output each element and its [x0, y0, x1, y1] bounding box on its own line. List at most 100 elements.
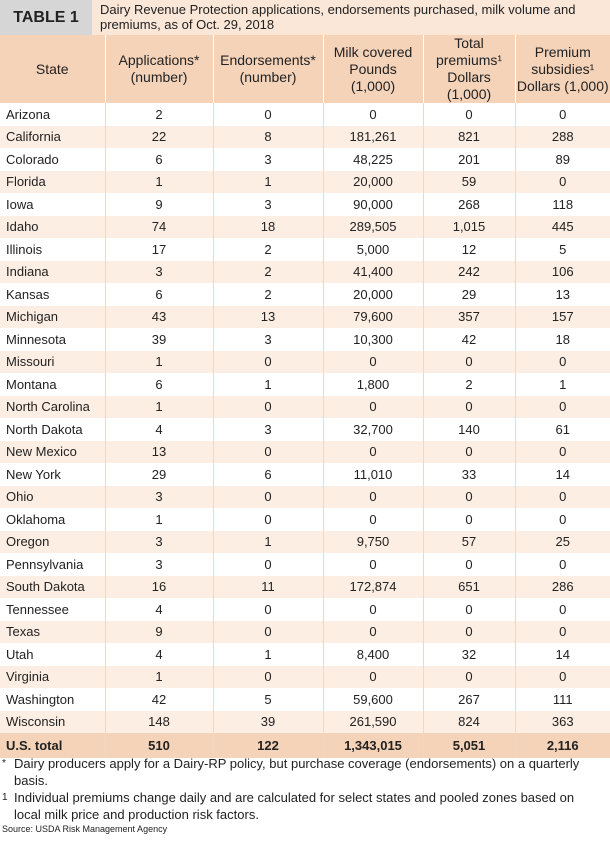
- cell: 1: [104, 395, 213, 418]
- header-line: Endorsements*: [220, 52, 316, 68]
- header-line: Applications*: [118, 52, 200, 68]
- cell: 0: [514, 440, 610, 463]
- state-cell: South Dakota: [0, 575, 105, 598]
- cell: 89: [514, 148, 610, 171]
- cell: 3: [104, 530, 213, 553]
- state-cell: Michigan: [0, 305, 105, 328]
- cell: 181,261: [322, 125, 423, 148]
- cell: 2: [104, 103, 213, 126]
- cell: 2: [212, 260, 323, 283]
- cell: 0: [514, 553, 610, 576]
- state-cell: Missouri: [0, 350, 105, 373]
- header-line: Premium: [534, 43, 591, 60]
- header-line: (number): [130, 69, 188, 85]
- cell: 20,000: [322, 170, 423, 193]
- table-row: Utah 4 1 8,400 32 14: [0, 643, 610, 666]
- cell: 1: [104, 350, 213, 373]
- column-header: Total premiums¹ Dollars (1,000): [422, 35, 515, 103]
- state-cell: Kansas: [6, 286, 50, 302]
- cell: 0: [422, 598, 515, 621]
- cell: 33: [422, 463, 515, 486]
- cell: 25: [514, 530, 610, 553]
- cell: 59: [422, 170, 515, 193]
- state-cell: Arizona: [6, 106, 51, 122]
- state-cell: Tennessee: [6, 601, 69, 617]
- state-cell: North Carolina: [0, 395, 105, 418]
- cell: 17: [104, 238, 213, 261]
- table-row: Tennessee 4 0 0 0 0: [0, 598, 610, 621]
- state-cell: New Mexico: [0, 440, 105, 463]
- cell: 10,300: [322, 328, 423, 351]
- cell: 20,000: [322, 283, 423, 306]
- cell: 9: [104, 620, 213, 643]
- state-cell: Washington: [6, 691, 75, 707]
- total-cell: 5,051: [422, 733, 515, 758]
- column-header: Premium subsidies¹ Dollars (1,000): [514, 35, 610, 103]
- cell: 39: [104, 328, 213, 351]
- cell: 267: [422, 688, 515, 711]
- header-line: Milk covered: [333, 43, 413, 60]
- header-line: Total: [454, 35, 484, 51]
- cell: 140: [422, 418, 515, 441]
- cell: 201: [422, 148, 515, 171]
- footnote: * Dairy producers apply for a Dairy-RP po…: [0, 755, 600, 789]
- cell: 42: [104, 688, 213, 711]
- state-cell: Pennsylvania: [6, 556, 84, 572]
- cell: 824: [422, 710, 515, 733]
- cell: 1,800: [322, 373, 423, 396]
- cell: 43: [104, 305, 213, 328]
- cell: 6: [104, 283, 213, 306]
- cell: 11,010: [322, 463, 423, 486]
- table-row: Virginia 1 0 0 0 0: [0, 665, 610, 688]
- cell: 0: [514, 350, 610, 373]
- cell: 13: [212, 305, 323, 328]
- state-cell: Colorado: [6, 151, 59, 167]
- cell: 90,000: [322, 193, 423, 216]
- cell: 3: [104, 553, 213, 576]
- cell: 0: [514, 170, 610, 193]
- total-label: U.S. total: [0, 733, 105, 758]
- cell: 29: [104, 463, 213, 486]
- cell: 57: [422, 530, 515, 553]
- cell: 0: [422, 553, 515, 576]
- state-cell: Oregon: [0, 530, 105, 553]
- cell: 106: [514, 260, 610, 283]
- state-cell: Oklahoma: [6, 511, 66, 527]
- table-row: Missouri 1 0 0 0 0: [0, 350, 610, 373]
- footnote: 1 Individual premiums change daily and ar…: [0, 789, 600, 823]
- data-table: State Applications* (number) Endorsements*(…: [0, 35, 610, 758]
- cell: 0: [322, 485, 423, 508]
- column-header: Milk covered Pounds (1,000): [322, 35, 423, 103]
- cell: 0: [514, 395, 610, 418]
- table-row: New Mexico 13 0 0 0 0: [0, 440, 610, 463]
- cell: 0: [212, 620, 323, 643]
- cell: 111: [514, 688, 610, 711]
- footnote-text: Individual premiums change daily and are…: [14, 790, 575, 822]
- cell: 2: [422, 373, 515, 396]
- cell: 0: [212, 103, 323, 126]
- cell: 0: [514, 598, 610, 621]
- cell: 0: [322, 440, 423, 463]
- cell: 118: [514, 193, 610, 216]
- state-cell: Virginia: [0, 665, 105, 688]
- table-row: Oregon 3 1 9,750 57 25: [0, 530, 610, 553]
- table-row: California 22 8 181,261 821 288: [0, 125, 610, 148]
- cell: 445: [514, 215, 610, 238]
- source: Source: USDA Risk Management Agency: [2, 824, 168, 834]
- state-cell: Utah: [6, 646, 34, 662]
- cell: 6: [212, 463, 323, 486]
- cell: 172,874: [322, 575, 423, 598]
- cell: 1: [212, 643, 323, 666]
- state-cell: Indiana: [0, 260, 105, 283]
- cell: 0: [322, 620, 423, 643]
- column-header: State: [0, 35, 105, 103]
- total-cell: 122: [212, 733, 323, 758]
- state-cell: New York: [6, 466, 61, 482]
- header-line: (number): [239, 69, 297, 85]
- state-cell: California: [0, 125, 105, 148]
- cell: 0: [322, 553, 423, 576]
- cell: 0: [212, 440, 323, 463]
- cell: 0: [212, 598, 323, 621]
- cell: 2: [212, 283, 323, 306]
- cell: 357: [422, 305, 515, 328]
